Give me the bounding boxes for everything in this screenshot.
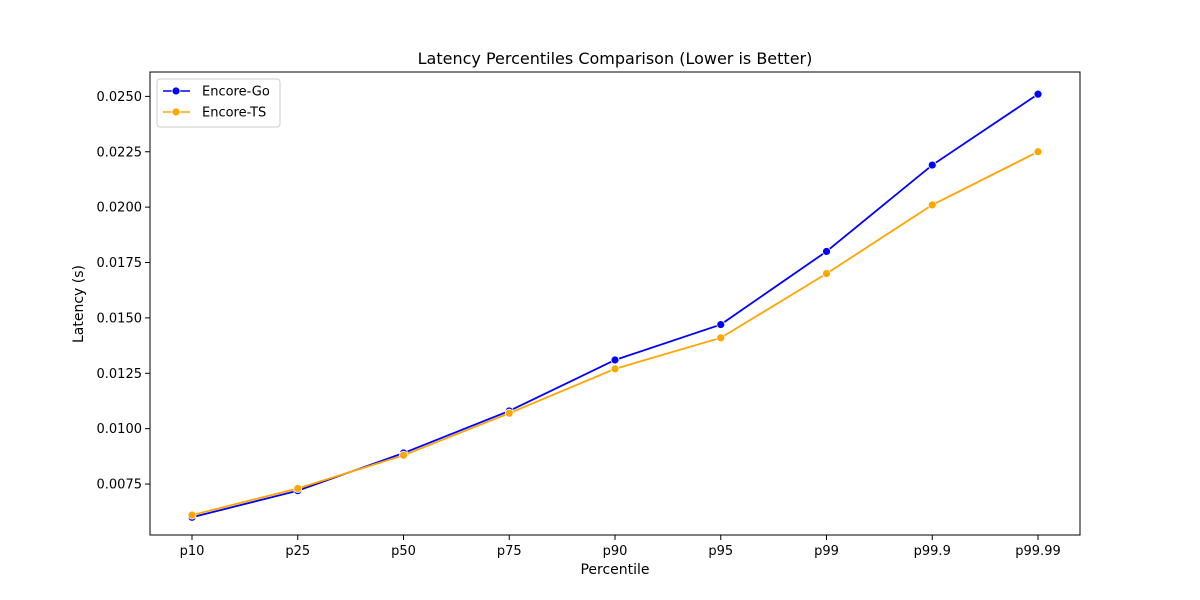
y-tick-label: 0.0200 [97,201,143,216]
data-point-encore-ts [187,510,197,520]
legend-label-encore-go: Encore-Go [202,85,270,100]
x-tick-label: p75 [497,544,522,559]
data-point-encore-go [716,320,726,329]
data-point-encore-ts [716,333,726,343]
plot-area [149,71,1081,536]
series-layer [187,89,1043,522]
y-tick-label: 0.0125 [97,367,143,382]
x-tick-label: p50 [391,544,416,559]
data-point-encore-go [1033,89,1043,99]
y-tick-label: 0.0150 [97,311,143,326]
y-tick-label: 0.0250 [97,90,143,105]
data-point-encore-go [927,160,937,170]
data-point-encore-ts [1033,147,1043,157]
data-point-encore-ts [610,364,620,374]
series-line-encore-ts [191,150,1039,516]
legend-marker-encore-ts [171,107,181,117]
legend: Encore-Go Encore-TS [156,78,281,128]
data-point-encore-go [822,247,831,256]
x-tick-label: p90 [603,544,628,559]
x-axis-label: Percentile [580,562,649,578]
x-axis: p10 p25 p50 p75 p90 p95 p99 p99.9 p99.99 [180,535,1061,559]
y-axis: 0.0075 0.0100 0.0125 0.0150 0.0175 0.0200 0.02… [97,90,150,493]
x-tick-label: p95 [708,544,733,559]
x-tick-label: p99.99 [1015,544,1060,559]
data-point-encore-ts [504,408,514,418]
x-tick-label: p99 [814,544,839,559]
chart-title: Latency Percentiles Comparison (Lower is… [418,49,813,68]
y-axis-label: Latency (s) [71,265,87,343]
x-tick-label: p25 [285,544,310,559]
data-point-encore-go [610,355,620,365]
y-tick-label: 0.0100 [97,422,143,437]
x-tick-label: p10 [180,544,205,559]
x-tick-label: p99.9 [914,544,951,559]
data-point-encore-ts [927,200,937,210]
data-point-encore-ts [822,269,831,278]
y-tick-label: 0.0075 [97,478,143,493]
legend-marker-encore-go [171,86,181,96]
y-tick-label: 0.0225 [97,145,143,160]
y-tick-label: 0.0175 [97,256,143,271]
series-line-encore-go [191,93,1039,519]
data-point-encore-ts [399,450,408,460]
data-point-encore-ts [293,484,303,493]
legend-label-encore-ts: Encore-TS [202,106,266,121]
